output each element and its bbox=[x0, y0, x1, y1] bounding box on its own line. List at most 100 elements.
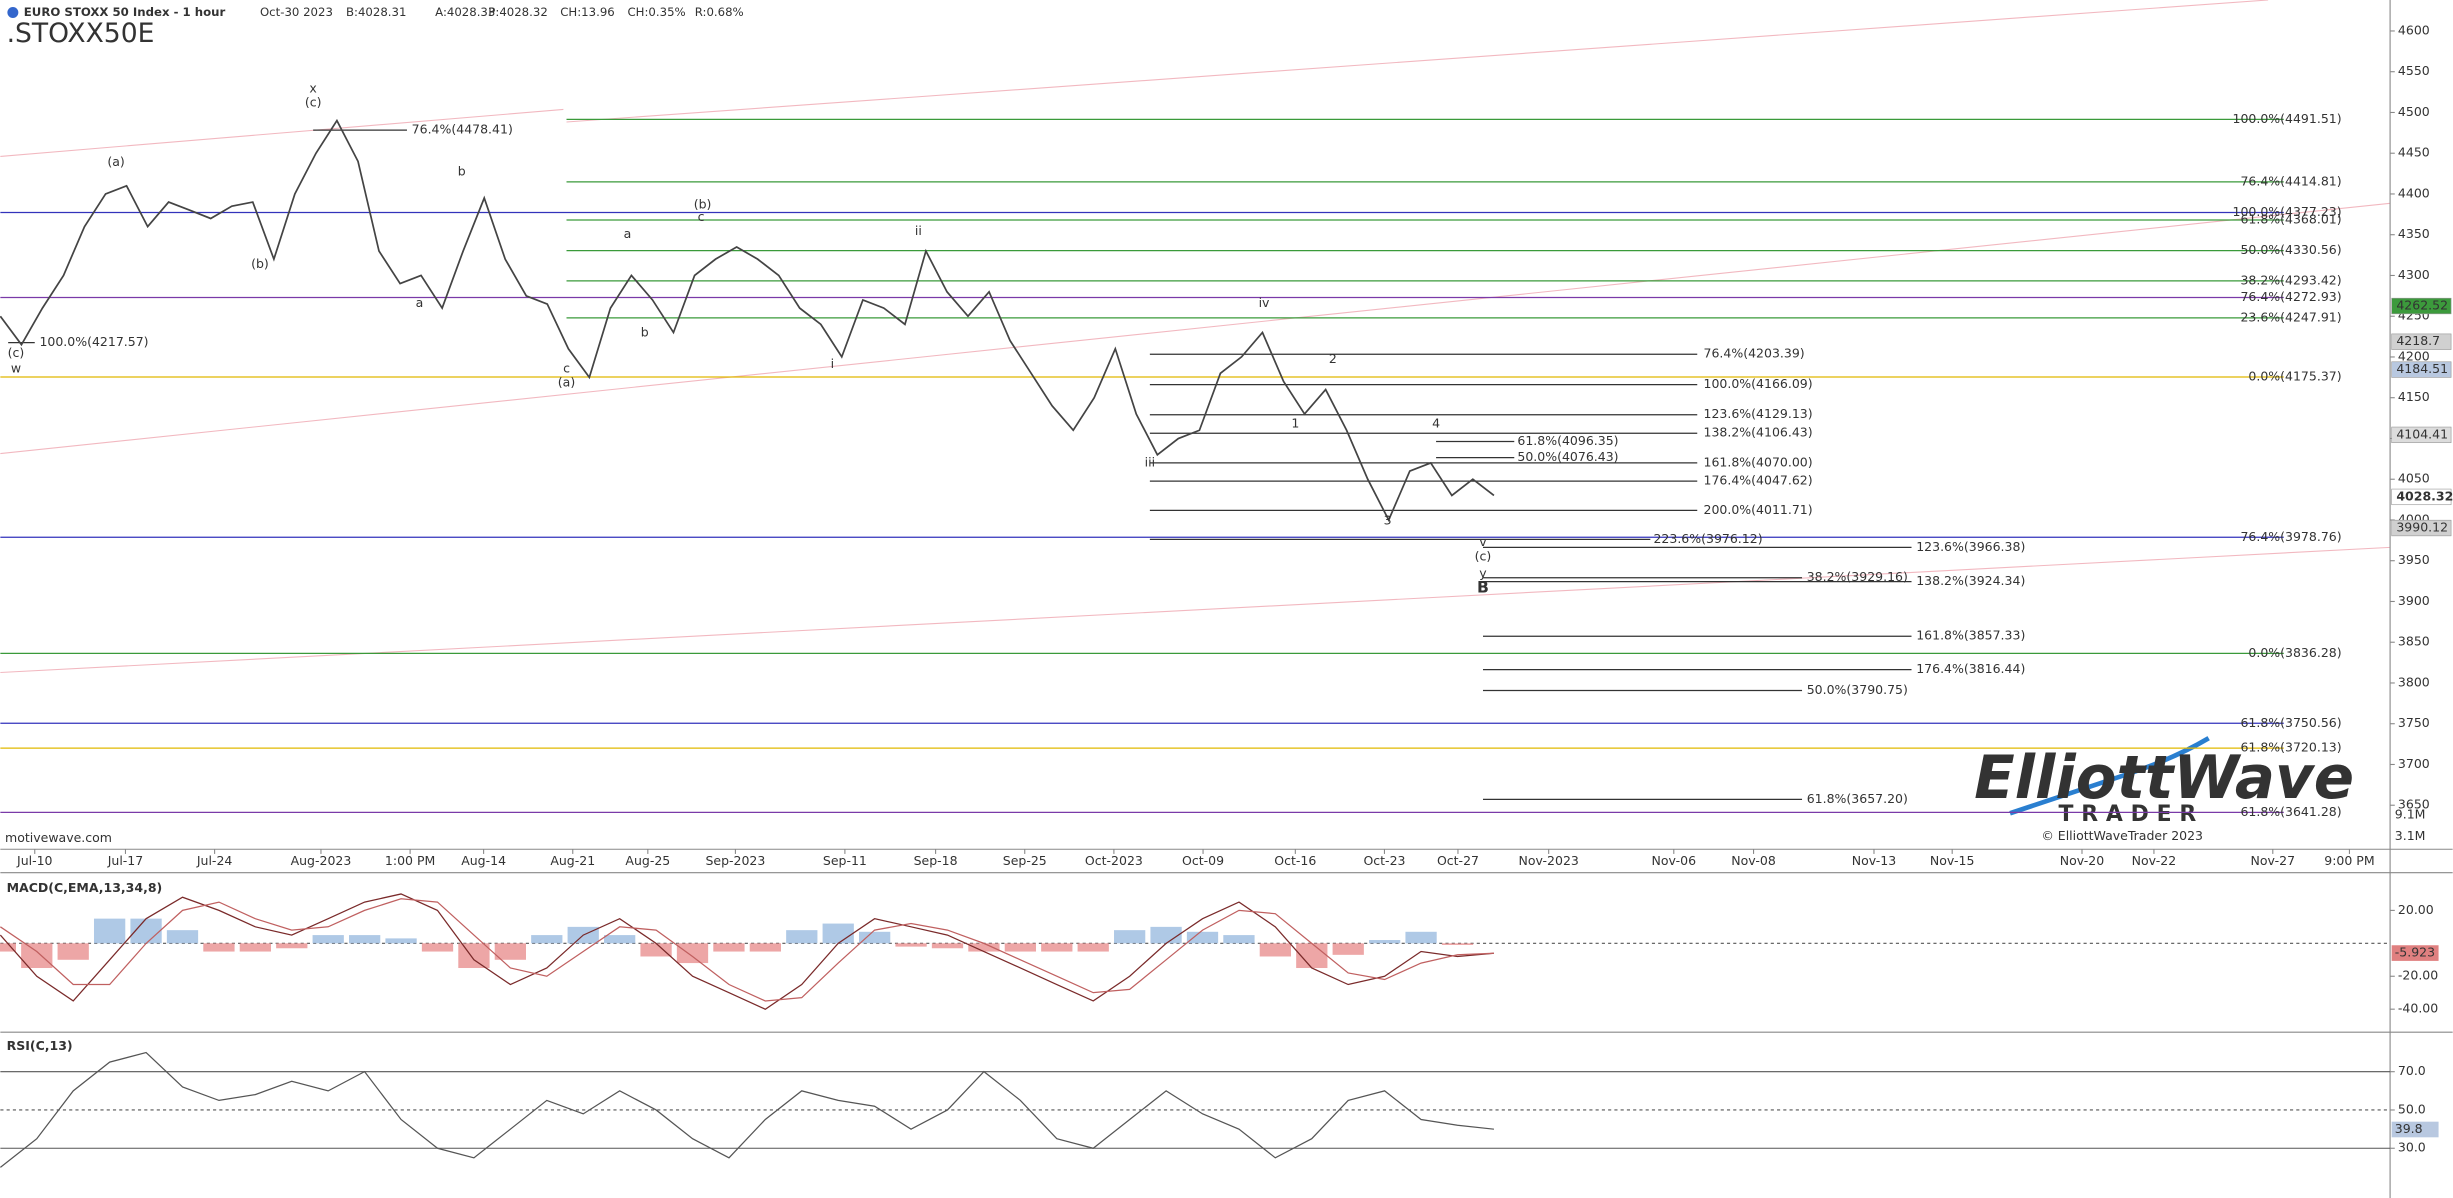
x-tick-label: Sep-2023 bbox=[705, 853, 765, 868]
histogram-bar bbox=[0, 943, 16, 952]
histogram-bar bbox=[458, 943, 490, 969]
fib-label: 76.4%(4478.41) bbox=[412, 122, 513, 137]
histogram-bar bbox=[348, 935, 381, 944]
histogram-bar bbox=[822, 923, 854, 944]
wave-label: b bbox=[641, 325, 649, 340]
header-range: R:0.68% bbox=[695, 5, 744, 19]
header-price: P:4028.32 bbox=[488, 5, 547, 19]
wave-label: w bbox=[11, 361, 21, 376]
wave-label: a bbox=[416, 295, 424, 310]
wave-label: B bbox=[1477, 578, 1489, 597]
price-tag-label: 4028.32 bbox=[2396, 488, 2453, 503]
x-tick-label: Nov-08 bbox=[1731, 853, 1776, 868]
fib-label: 0.0%(3836.28) bbox=[2248, 645, 2341, 660]
price-tag bbox=[2391, 297, 2452, 315]
x-tick-label: Aug-21 bbox=[550, 853, 595, 868]
x-tick-label: Nov-20 bbox=[2060, 853, 2105, 868]
fib-label: 161.8%(3857.33) bbox=[1916, 628, 2025, 643]
x-tick-label: Oct-2023 bbox=[1085, 853, 1143, 868]
x-tick-label: Nov-22 bbox=[2132, 853, 2176, 868]
y-tick-label: -40.00 bbox=[2398, 1001, 2438, 1016]
fib-label: 100.0%(4166.09) bbox=[1704, 376, 1813, 391]
wave-label: 3 bbox=[1384, 512, 1392, 527]
fib-label: 138.2%(4106.43) bbox=[1704, 425, 1813, 440]
fib-label: 161.8%(4070.00) bbox=[1704, 454, 1813, 469]
x-tick-label: 1:00 PM bbox=[385, 853, 435, 868]
logo-top: ElliottWave bbox=[1974, 744, 2354, 813]
wave-label: (a) bbox=[107, 154, 124, 169]
y-tick-label: 4150 bbox=[2398, 389, 2430, 404]
fib-label: 38.2%(3929.16) bbox=[1807, 569, 1908, 584]
histogram-bar bbox=[749, 943, 781, 952]
histogram-bar bbox=[676, 943, 709, 964]
histogram-bar bbox=[1186, 931, 1219, 944]
histogram-bar bbox=[421, 943, 454, 952]
x-tick-label: Nov-15 bbox=[1930, 853, 1974, 868]
fib-label: 176.4%(3816.44) bbox=[1916, 661, 2025, 676]
wave-label: (c) bbox=[8, 345, 25, 360]
price-line bbox=[0, 893, 1494, 1010]
last-value-tag bbox=[2391, 1121, 2439, 1138]
fib-label: 0.0%(4175.37) bbox=[2248, 369, 2341, 384]
histogram-bar bbox=[1077, 943, 1109, 952]
fib-label: 200.0%(4011.71) bbox=[1704, 502, 1813, 517]
y-tick-label: 4400 bbox=[2398, 185, 2430, 200]
last-value-label: 39.8 bbox=[2395, 1121, 2423, 1136]
wave-label: y bbox=[1479, 565, 1487, 580]
wave-label: c bbox=[698, 209, 705, 224]
logo-swoosh bbox=[2009, 736, 2210, 816]
x-tick-label: Nov-2023 bbox=[1518, 853, 1578, 868]
price-line bbox=[0, 118, 1495, 523]
fib-label: 76.4%(3978.76) bbox=[2240, 529, 2341, 544]
wave-label: i bbox=[831, 356, 834, 371]
fib-label: 76.4%(4414.81) bbox=[2240, 173, 2341, 188]
price-line bbox=[0, 1051, 1495, 1168]
symbol: .STOXX50E bbox=[7, 18, 155, 49]
y-tick-label: 3700 bbox=[2398, 756, 2430, 771]
wave-label: (c) bbox=[305, 95, 322, 110]
histogram-bar bbox=[1223, 935, 1255, 944]
copyright: © ElliottWaveTrader 2023 bbox=[2041, 828, 2203, 843]
x-tick-label: Oct-23 bbox=[1363, 853, 1405, 868]
price-tag bbox=[2391, 333, 2452, 350]
x-tick-label: Aug-2023 bbox=[291, 853, 352, 868]
histogram-bar bbox=[531, 935, 563, 944]
x-tick-label: Jul-17 bbox=[107, 853, 144, 868]
fib-label: 76.4%(4272.93) bbox=[2240, 289, 2341, 304]
y-tick-label: -20.00 bbox=[2398, 968, 2438, 983]
y-tick-label: 4600 bbox=[2398, 22, 2430, 37]
header-change-pct: CH:0.35% bbox=[628, 5, 686, 19]
y-tick-label: 3650 bbox=[2398, 797, 2430, 812]
fib-label: 138.2%(3924.34) bbox=[1916, 573, 2025, 588]
fib-label: 38.2%(4293.42) bbox=[2240, 272, 2341, 287]
wave-label: a bbox=[624, 226, 632, 241]
histogram-bar bbox=[1004, 943, 1037, 952]
histogram-bar bbox=[895, 943, 927, 947]
last-value-tag bbox=[2391, 945, 2439, 961]
wave-label: x bbox=[309, 81, 316, 96]
x-tick-label: Sep-18 bbox=[914, 853, 958, 868]
y-tick-label: 4350 bbox=[2398, 226, 2430, 241]
y-tick-label: 4500 bbox=[2398, 104, 2430, 119]
fib-label: 50.0%(3790.75) bbox=[1807, 682, 1908, 697]
wave-label: v bbox=[1479, 534, 1487, 549]
x-tick-label: Aug-25 bbox=[625, 853, 670, 868]
header-bid: B:4028.31 bbox=[346, 5, 406, 19]
histogram-bar bbox=[640, 943, 672, 957]
histogram-bar bbox=[57, 943, 89, 960]
price-tag-label: 4184.51 bbox=[2396, 361, 2448, 376]
y-tick-label: 3950 bbox=[2398, 552, 2430, 567]
x-tick-label: Nov-06 bbox=[1652, 853, 1697, 868]
fib-label: 100.0%(4491.51) bbox=[2233, 111, 2342, 126]
wave-label: (b) bbox=[694, 196, 712, 211]
wave-label: iii bbox=[1145, 454, 1155, 469]
wave-label: ii bbox=[915, 223, 922, 238]
wave-label: 4 bbox=[1432, 415, 1440, 430]
histogram-bar bbox=[93, 918, 126, 944]
wave-label: c bbox=[563, 361, 570, 376]
fib-label: 61.8%(3657.20) bbox=[1807, 791, 1908, 806]
header-change: CH:13.96 bbox=[560, 5, 615, 19]
price-line bbox=[0, 898, 1494, 1002]
header-date: Oct-30 2023 bbox=[260, 5, 333, 19]
